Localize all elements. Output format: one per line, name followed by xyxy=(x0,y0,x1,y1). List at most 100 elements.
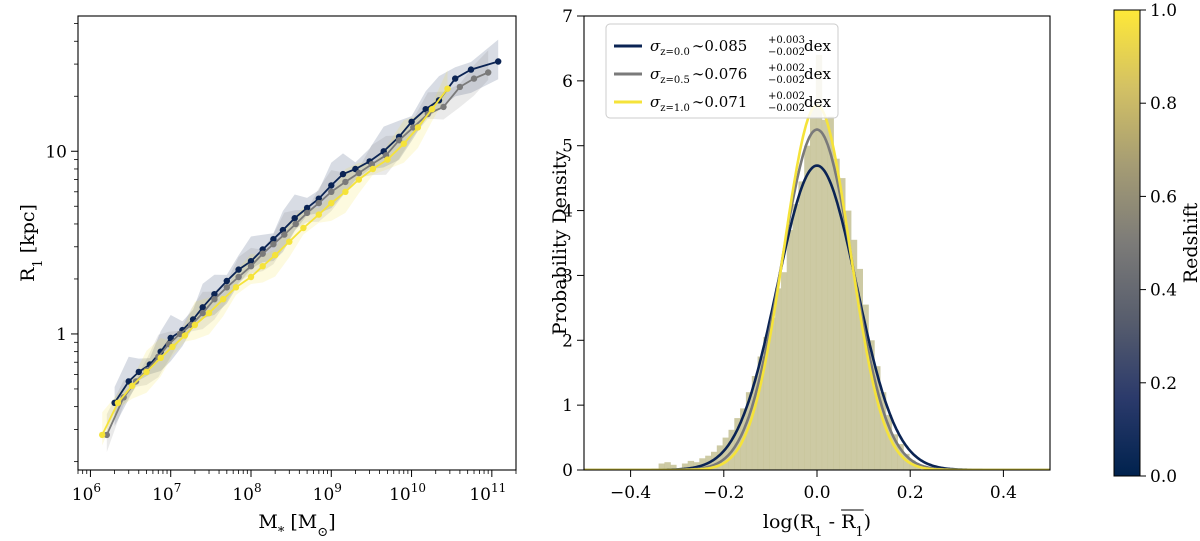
series-point xyxy=(339,170,347,178)
series-point xyxy=(281,231,288,238)
histogram-bar xyxy=(745,392,753,470)
series-point xyxy=(235,273,242,281)
histogram-bar xyxy=(670,464,677,470)
series-point xyxy=(135,368,142,376)
series-point xyxy=(211,291,218,298)
histogram-bar xyxy=(763,337,770,470)
series-point xyxy=(235,266,242,273)
series-point xyxy=(181,332,189,339)
histogram-bar xyxy=(687,460,695,470)
colorbar-gradient xyxy=(1113,9,1141,477)
series-point xyxy=(342,178,349,186)
series-point xyxy=(114,399,122,406)
right-x-axis-label: log(R1 - R1) xyxy=(763,511,871,540)
series-point xyxy=(408,118,415,126)
legend-error-down: −0.002 xyxy=(768,103,805,114)
scatter-band xyxy=(106,50,489,453)
histogram-bar xyxy=(792,204,799,470)
x-tick-label: −0.4 xyxy=(610,483,651,503)
series-point xyxy=(99,431,106,439)
series-point xyxy=(456,83,464,91)
series-path xyxy=(105,71,489,436)
series-point xyxy=(328,188,335,195)
series-point xyxy=(315,211,322,218)
series-point xyxy=(272,251,279,259)
x-tick-label: 0.4 xyxy=(990,483,1017,503)
x-tick-label: 1010 xyxy=(389,481,426,505)
x-tick-label: 109 xyxy=(313,481,342,505)
series-point xyxy=(328,199,335,207)
colorbar-tick-label: 1.0 xyxy=(1150,1,1177,21)
series-point xyxy=(211,296,218,303)
y-tick-label: 3 xyxy=(562,266,573,286)
histogram-bar xyxy=(868,340,875,470)
left-axes-frame xyxy=(77,15,517,471)
series-point xyxy=(176,330,184,338)
histogram-bar xyxy=(786,230,794,470)
series-point xyxy=(410,124,417,131)
redshift-colorbar: 0.0 0.2 0.4 0.6 0.8 1.0 Redshift xyxy=(1113,1,1200,487)
x-tick-label: −0.2 xyxy=(703,483,744,503)
right-y-axis-label: Probability Density xyxy=(549,150,571,335)
colorbar-ticks: 0.0 0.2 0.4 0.6 0.8 1.0 xyxy=(1140,1,1177,487)
series-point xyxy=(470,75,478,82)
colorbar-tick-label: 0.2 xyxy=(1150,374,1177,394)
series-point xyxy=(303,209,311,217)
series-point xyxy=(259,250,266,257)
series-point xyxy=(414,124,422,131)
series-point xyxy=(286,238,293,245)
histogram-bar xyxy=(810,106,817,470)
series-point xyxy=(259,263,266,270)
histogram-bar xyxy=(757,356,764,470)
series-line xyxy=(99,85,451,439)
histogram-bar xyxy=(833,158,840,470)
histogram-bar xyxy=(839,178,846,470)
colorbar-tick-label: 0.6 xyxy=(1150,187,1177,207)
histogram-bar xyxy=(780,272,788,470)
histogram-bar xyxy=(850,239,858,470)
left-x-axis-label: M* [M⊙] xyxy=(258,511,335,540)
x-tick-label: 0.2 xyxy=(897,483,924,503)
series-point xyxy=(191,321,199,329)
legend-unit: dex xyxy=(804,65,831,83)
x-tick-label: 0.0 xyxy=(803,483,830,503)
histogram-bar xyxy=(751,376,759,470)
series-point xyxy=(384,156,391,163)
y-tick-label: 7 xyxy=(562,7,573,27)
series-point xyxy=(400,140,407,147)
y-tick-label: 2 xyxy=(562,331,573,351)
histogram-bar xyxy=(798,181,805,470)
series-point xyxy=(495,58,502,65)
series-point xyxy=(128,382,136,389)
series-point xyxy=(369,165,377,173)
legend-error-down: −0.002 xyxy=(768,47,805,58)
legend-error-down: −0.002 xyxy=(768,75,805,86)
series-point xyxy=(440,103,447,111)
histogram-bar xyxy=(664,462,671,470)
histogram-bar xyxy=(769,317,776,470)
series-point xyxy=(292,220,299,228)
series-line xyxy=(103,69,492,439)
series-point xyxy=(291,215,298,222)
colorbar-label: Redshift xyxy=(1180,202,1200,283)
size-mass-panel: 106 107 108 109 1010 1011 1 10 M* [M⊙] R1 [kpc] xyxy=(17,15,517,540)
histogram-bar xyxy=(891,434,898,470)
series-point xyxy=(355,169,362,177)
series-point xyxy=(315,195,322,202)
gaussian-curve xyxy=(584,128,1050,470)
histogram xyxy=(658,54,922,470)
legend-label: σz=0.5 ∼0.076 xyxy=(650,65,747,86)
series-point xyxy=(125,378,132,385)
series-point xyxy=(368,161,375,168)
left-y-axis-label: R1 [kpc] xyxy=(17,204,46,282)
legend-label: σz=0.0 ∼0.085 xyxy=(650,37,747,58)
series-point xyxy=(205,309,213,317)
x-tick-label: 108 xyxy=(232,481,261,505)
legend-label: σz=1.0 ∼0.071 xyxy=(650,93,747,114)
series-point xyxy=(169,343,176,350)
series-point xyxy=(355,176,362,183)
histogram-bar xyxy=(897,444,904,470)
